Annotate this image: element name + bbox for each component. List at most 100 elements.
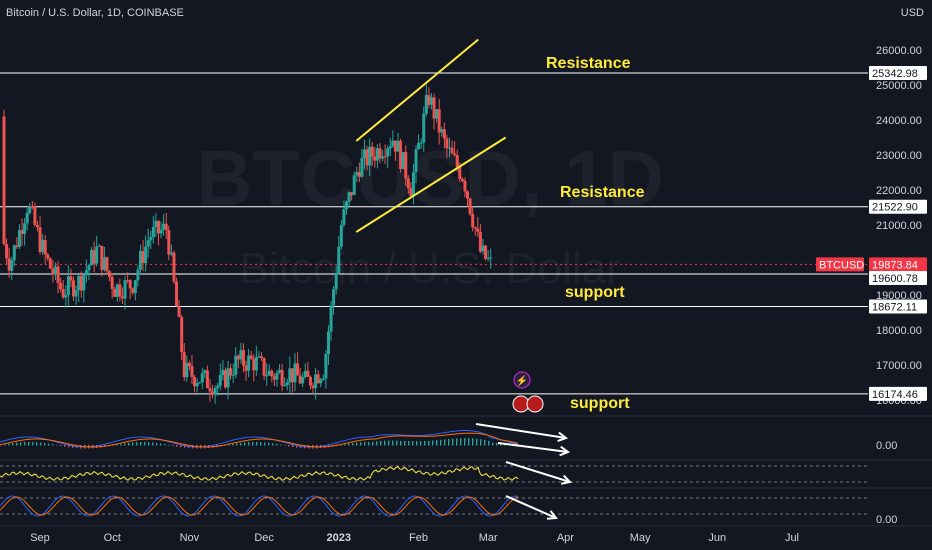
candle-body [231,374,235,376]
candle-body [95,246,99,264]
trend-arrow [505,461,571,483]
candle-body [388,146,392,149]
candle-body [458,166,462,179]
trend-arrow [497,442,569,453]
candle-body [283,385,287,387]
annotation-label: Resistance [546,55,631,72]
candle-body [115,284,119,297]
candle-body [262,357,266,376]
candle-body [69,276,73,281]
candle-body [393,140,397,152]
price-tag-bg [869,65,927,80]
macd-histogram-bar [156,442,158,446]
candle-body [267,370,271,376]
macd-histogram-bar [416,441,418,446]
candle-body [383,156,387,158]
candle-body [195,383,199,387]
macd-histogram-bar [120,443,122,446]
candle-body [326,331,330,354]
candle-body [429,97,433,105]
candle-body [290,368,294,383]
candle-body [272,376,276,380]
candle-body [365,149,369,166]
candle-body [252,358,256,371]
price-tick: 17000.00 [876,360,922,372]
candle-body [466,191,470,199]
rsi-line [0,466,519,482]
time-tick: Sep [30,532,50,544]
candle-body [2,116,6,245]
macd-histogram-bar [460,438,462,446]
macd-histogram-bar [264,442,266,446]
time-tick: Mar [479,532,498,544]
candle-body [172,252,176,282]
candle-body [404,152,408,179]
candle-body [334,273,338,290]
macd-histogram-bar [448,439,450,446]
candle-body [141,251,145,264]
macd-histogram-bar [272,443,274,446]
macd-histogram-bar [276,443,278,446]
candle-body [391,140,395,147]
macd-histogram-bar [464,438,466,446]
candle-body [64,295,68,298]
price-tag-bg [869,270,927,285]
trend-arrow-head [560,474,572,485]
candle-body [87,265,91,271]
candle-body [329,305,333,332]
candle-body [375,148,379,161]
candle-body [280,369,284,386]
candle-body [308,376,312,386]
candle-body [12,245,16,261]
candle-body [56,266,60,283]
candle-body [28,206,32,213]
macd-histogram-bar [52,444,54,446]
macd-histogram-bar [68,445,70,448]
currency-label: USD [900,7,924,19]
macd-histogram-bar [160,443,162,446]
price-tag-bg [816,257,864,272]
candle-body [200,373,204,383]
candle-body [226,368,230,388]
macd-histogram-bar [4,444,6,446]
macd-histogram-bar [40,442,42,446]
price-tick: 21000.00 [876,220,922,232]
candle-body [481,245,485,252]
macd-histogram-bar [28,442,30,446]
candle-body [20,230,24,234]
candle-body [25,212,29,224]
candle-body [332,289,336,306]
candle-body [234,355,238,375]
candle-body [146,240,150,247]
candle-body [319,379,323,384]
macd-histogram-bar [228,444,230,446]
candle-body [118,284,122,297]
candle-body [301,377,305,384]
candle-body [321,378,325,380]
candle-body [316,374,320,384]
macd-histogram-bar [280,444,282,446]
macd-histogram-bar [168,444,170,446]
candle-body [113,288,117,297]
macd-histogram-bar [444,439,446,446]
candle-body [378,148,382,159]
candle-body [409,188,413,197]
candle-body [303,370,307,378]
candle-body [411,172,415,197]
price-tag: 19873.84 [872,259,918,271]
candle-body [66,276,70,296]
macd-histogram-bar [172,445,174,446]
candle-body [275,372,279,380]
candle-body [239,350,243,360]
candle-body [61,289,65,298]
candle-body [360,157,364,177]
macd-histogram-bar [452,438,454,446]
price-tick: 24000.00 [876,115,922,127]
macd-histogram-bar [12,443,14,446]
candle-body [257,356,261,358]
macd-histogram-bar [376,441,378,446]
candle-body [399,140,403,169]
price-tag: 19600.78 [872,273,918,285]
